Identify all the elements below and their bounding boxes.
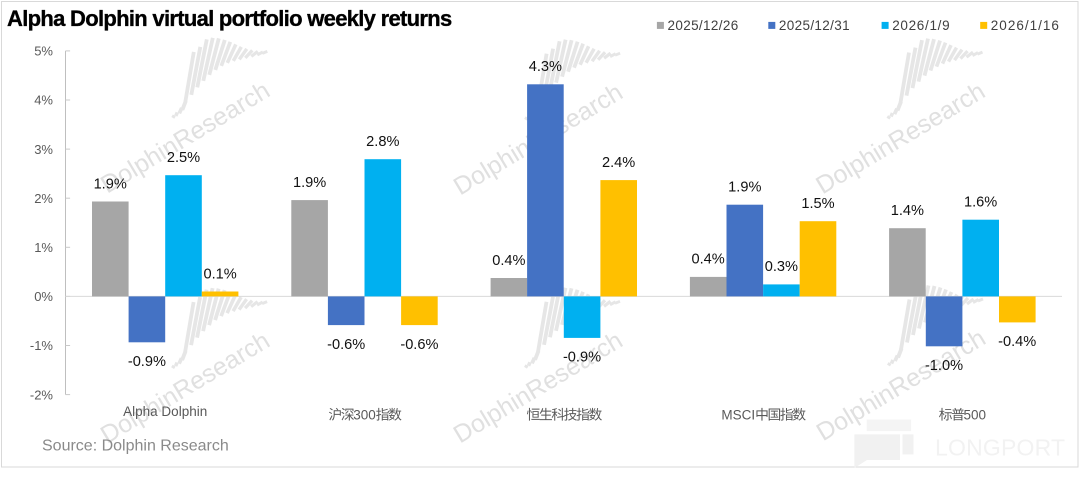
svg-text:5%: 5% [34,44,53,59]
svg-text:MSCI: MSCI [721,408,755,423]
svg-text:-1.0%: -1.0% [925,358,963,374]
svg-text:4%: 4% [34,93,53,108]
svg-text:4.3%: 4.3% [529,59,562,75]
svg-text:0.4%: 0.4% [691,252,724,268]
svg-text:2025/12/26: 2025/12/26 [668,18,739,33]
svg-text:-1%: -1% [30,338,54,353]
svg-text:0.4%: 0.4% [492,253,525,269]
svg-text:0.3%: 0.3% [765,259,798,275]
svg-text:2.8%: 2.8% [366,134,399,150]
svg-text:1.9%: 1.9% [728,180,761,196]
svg-text:2026/1/16: 2026/1/16 [991,18,1060,33]
svg-text:-0.6%: -0.6% [400,337,438,353]
svg-text:Source: Dolphin Research: Source: Dolphin Research [42,437,229,454]
svg-text:2.5%: 2.5% [167,150,200,166]
svg-text:-0.9%: -0.9% [563,350,601,366]
svg-text:2%: 2% [34,191,53,206]
svg-text:500: 500 [964,408,987,423]
svg-text:Alpha Dolphin: Alpha Dolphin [123,404,207,419]
svg-text:1.5%: 1.5% [801,196,834,212]
svg-text:LONGPORT: LONGPORT [935,435,1065,461]
svg-text:-2%: -2% [30,387,54,402]
svg-text:0%: 0% [34,289,53,304]
svg-text:1%: 1% [34,240,53,255]
svg-text:-0.4%: -0.4% [998,334,1036,350]
svg-text:1.6%: 1.6% [964,195,997,211]
svg-text:-0.6%: -0.6% [327,337,365,353]
svg-text:-0.9%: -0.9% [128,354,166,370]
svg-text:2025/12/31: 2025/12/31 [779,18,850,33]
svg-text:2026/1/9: 2026/1/9 [892,18,950,33]
svg-text:Alpha Dolphin virtual portfoli: Alpha Dolphin virtual portfolio weekly r… [7,6,452,31]
svg-text:300: 300 [353,408,376,423]
svg-text:1.9%: 1.9% [293,175,326,191]
svg-text:1.9%: 1.9% [94,176,127,192]
svg-text:0.1%: 0.1% [203,266,236,282]
svg-text:1.4%: 1.4% [891,203,924,219]
svg-text:3%: 3% [34,142,53,157]
svg-text:2.4%: 2.4% [602,155,635,171]
